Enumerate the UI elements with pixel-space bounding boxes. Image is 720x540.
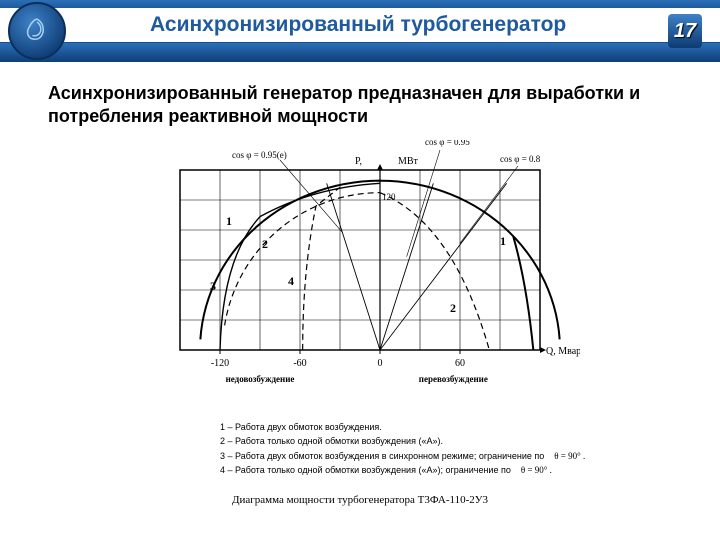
svg-text:недовозбуждение: недовозбуждение <box>226 374 295 384</box>
svg-text:-120: -120 <box>211 358 229 369</box>
header-band: Асинхронизированный турбогенератор 17 <box>0 0 720 62</box>
svg-text:cos φ = 0.95: cos φ = 0.95 <box>425 140 470 147</box>
svg-text:3: 3 <box>210 279 216 293</box>
legend-item-2: 2 – Работа только одной обмотки возбужде… <box>220 434 585 448</box>
svg-text:перевозбуждение: перевозбуждение <box>419 374 488 384</box>
svg-text:4: 4 <box>288 274 294 288</box>
slide-title: Асинхронизированный турбогенератор <box>150 13 566 37</box>
legend-item-4: 4 – Работа только одной обмотки возбужде… <box>220 463 585 477</box>
svg-text:60: 60 <box>455 358 465 369</box>
svg-text:МВт: МВт <box>398 156 419 167</box>
svg-text:2: 2 <box>450 301 456 315</box>
svg-text:1: 1 <box>226 214 232 228</box>
header-strip-top <box>0 0 720 8</box>
logo <box>8 2 66 60</box>
legend: 1 – Работа двух обмоток возбуждения. 2 –… <box>220 420 585 478</box>
page-number: 17 <box>668 14 702 48</box>
svg-text:2: 2 <box>262 237 268 251</box>
subtitle-text: Асинхронизированный генератор предназнач… <box>48 82 680 127</box>
logo-icon <box>22 16 52 46</box>
svg-text:Q, Мвар: Q, Мвар <box>546 346 580 357</box>
svg-text:1: 1 <box>500 234 506 248</box>
svg-text:-60: -60 <box>293 358 306 369</box>
power-diagram-chart: -120-60060Q, МварP,МВт120недовозбуждение… <box>140 140 580 400</box>
header-strip-bottom <box>0 42 720 62</box>
legend-item-1: 1 – Работа двух обмоток возбуждения. <box>220 420 585 434</box>
svg-text:cos φ = 0.8: cos φ = 0.8 <box>500 154 541 164</box>
svg-text:cos φ = 0.95(е): cos φ = 0.95(е) <box>232 150 287 160</box>
svg-text:0: 0 <box>378 358 383 369</box>
diagram-caption: Диаграмма мощности турбогенератора Т3ФА-… <box>0 494 720 506</box>
legend-item-3: 3 – Работа двух обмоток возбуждения в си… <box>220 449 585 463</box>
svg-text:P,: P, <box>355 156 362 167</box>
